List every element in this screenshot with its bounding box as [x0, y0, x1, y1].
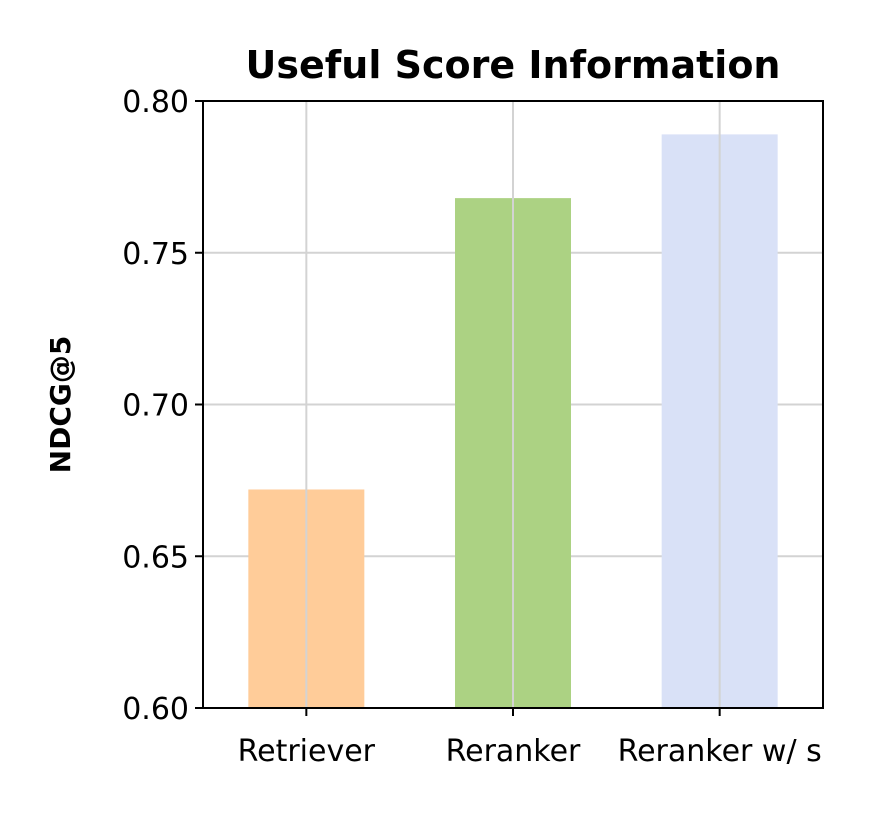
y-tick-label: 0.80 — [122, 85, 189, 120]
y-axis-label: NDCG@5 — [44, 336, 77, 474]
y-tick-label: 0.70 — [122, 389, 189, 424]
y-tick-label: 0.65 — [122, 540, 189, 575]
x-tick-label: Retriever — [238, 734, 376, 769]
x-tick-label: Reranker — [446, 734, 581, 769]
y-tick-label: 0.75 — [122, 237, 189, 272]
x-tick-label: Reranker w/ s — [618, 734, 822, 769]
y-tick-label: 0.60 — [122, 692, 189, 727]
bars — [248, 101, 778, 708]
y-axis-ticks: 0.60 0.65 0.70 0.75 0.80 — [122, 85, 203, 727]
x-axis-ticks: Retriever Reranker Reranker w/ s — [238, 708, 822, 769]
chart-title: Useful Score Information — [246, 43, 781, 87]
